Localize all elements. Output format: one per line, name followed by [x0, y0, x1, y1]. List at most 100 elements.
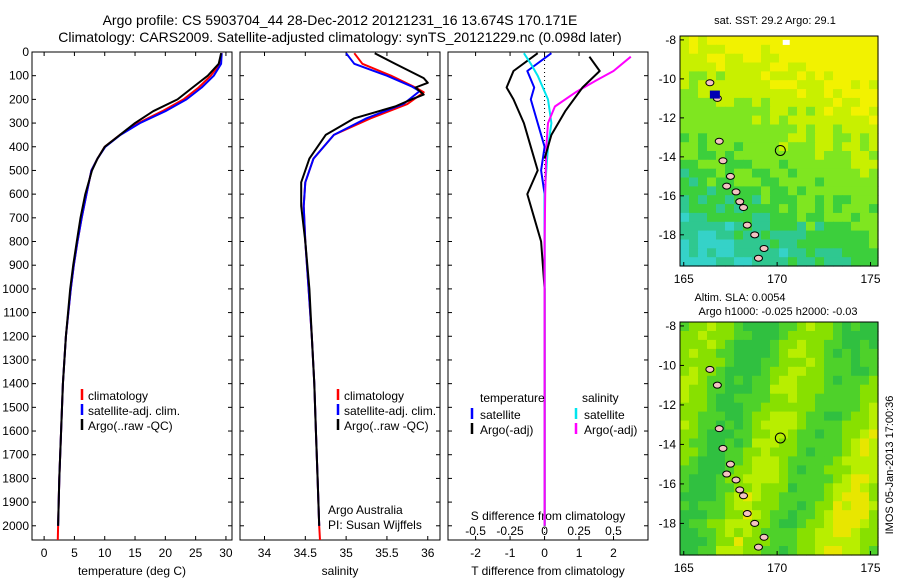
sla_map-field-cell — [851, 447, 861, 458]
sla_map-field-cell — [716, 474, 726, 484]
sst_map-island — [750, 231, 760, 239]
sla_map-field-cell — [779, 384, 789, 395]
sst_map-field-cell — [770, 53, 780, 64]
sst_map-field-cell — [707, 142, 717, 152]
sla_map-field-cell — [716, 501, 726, 511]
sst_map-field-cell — [860, 159, 870, 170]
sla_map-field-cell — [707, 528, 717, 538]
sst_map-field-cell — [680, 89, 690, 99]
sst_map-field-cell — [815, 124, 825, 134]
difference-xtick-label: 1 — [576, 546, 583, 560]
sla_map-field-cell — [752, 429, 762, 440]
sla_map-field-cell — [734, 348, 744, 359]
sst_map-field-cell — [824, 97, 834, 108]
difference-series-s-argo-secondary — [543, 56, 601, 159]
sst_map-field-cell — [869, 230, 879, 240]
sla_map-field-cell — [833, 393, 843, 404]
sla_map-field-cell — [680, 420, 690, 431]
sst_map-field-cell — [860, 257, 870, 267]
sla_map-field-cell — [806, 519, 816, 529]
sla_map-field-cell — [770, 420, 780, 431]
sla_map-field-cell — [770, 483, 780, 493]
sst_map-field-cell — [770, 186, 780, 196]
sla_map-field-cell — [707, 393, 717, 404]
sla_map-field-cell — [869, 384, 879, 395]
sst_map-field-cell — [806, 212, 816, 223]
sla_map-field-cell — [797, 322, 807, 332]
sst_map-field-cell — [842, 133, 852, 143]
sla_map-field-cell — [698, 519, 708, 529]
sla_map-field-cell — [869, 429, 879, 440]
sst_map-field-cell — [797, 168, 807, 179]
sla_map-field-cell — [743, 339, 753, 350]
sst_map-field-cell — [815, 115, 825, 125]
sst_map-field-cell — [770, 80, 780, 90]
sst_map-field-cell — [842, 71, 852, 81]
sla_map-field-cell — [779, 393, 789, 404]
sst_map-field-cell — [788, 204, 798, 214]
sla_map-island — [712, 381, 722, 389]
title-line2: Climatology: CARS2009. Satellite-adjuste… — [58, 29, 622, 45]
sst_map-field-cell — [734, 36, 744, 46]
sst_map-field-cell — [815, 133, 825, 143]
sla_map-field-cell — [797, 474, 807, 484]
sla_map-field-cell — [779, 510, 789, 520]
sla_map-field-cell — [815, 456, 825, 466]
sla_map-field-cell — [869, 402, 879, 413]
salinity-legend-label: Argo(..raw -QC) — [344, 419, 429, 433]
sst_map-field-cell — [824, 177, 834, 187]
sst_map-field-cell — [689, 257, 699, 267]
sla_map-field-cell — [806, 429, 816, 440]
sla_map-field-cell — [860, 402, 870, 413]
sst_map-field-cell — [752, 62, 762, 72]
sst_map-field-cell — [797, 53, 807, 64]
sla_map-field-cell — [734, 528, 744, 538]
sst_map-field-cell — [779, 80, 789, 90]
sst_map-field-cell — [689, 89, 699, 99]
sla_map-field-cell — [851, 348, 861, 359]
sst_map-field-cell — [725, 115, 735, 125]
sst_map-field-cell — [824, 186, 834, 196]
sst_map-field-cell — [806, 97, 816, 108]
sla_map-field-cell — [833, 546, 843, 556]
sla_map-field-cell — [860, 483, 870, 493]
sst_map-field-cell — [743, 212, 753, 223]
sla_map-field-cell — [770, 348, 780, 359]
sst_map-field-cell — [734, 177, 744, 187]
depth-tick-label: 800 — [9, 235, 29, 249]
sla_map-field-cell — [788, 474, 798, 484]
sst_map-field-cell — [752, 53, 762, 64]
sst_map-field-cell — [851, 177, 861, 187]
sst_map-field-cell — [815, 212, 825, 223]
sst_map-field-cell — [698, 248, 708, 258]
sla_map-field-cell — [752, 331, 762, 341]
sst_map-field-cell — [698, 221, 708, 232]
sla_map-field-cell — [788, 438, 798, 449]
sla_map-field-cell — [707, 322, 717, 332]
sst_map-field-cell — [743, 62, 753, 72]
sla_map-field-cell — [761, 331, 771, 341]
sst_map-field-cell — [770, 177, 780, 187]
sla_map-field-cell — [788, 384, 798, 395]
sla_map-field-cell — [725, 519, 735, 529]
sla_map-field-cell — [743, 402, 753, 413]
salinity-xlabel: salinity — [322, 564, 359, 578]
sst_map-field-cell — [770, 97, 780, 108]
sst_map-field-cell — [761, 204, 771, 214]
sla_map-field-cell — [788, 375, 798, 386]
temperature-xtick-label: 5 — [71, 546, 78, 560]
sst_map-field-cell — [770, 89, 780, 99]
sla_map-field-cell — [725, 393, 735, 404]
depth-tick-label: 100 — [9, 69, 29, 83]
sla_map-field-cell — [752, 384, 762, 395]
sla_map-field-cell — [851, 420, 861, 431]
sla_map-xtick-label: 175 — [861, 561, 881, 575]
sst_map-field-cell — [860, 212, 870, 223]
sst_map-field-cell — [869, 53, 879, 64]
sst_map-field-cell — [851, 133, 861, 143]
sst_map-field-cell — [824, 230, 834, 240]
sla_map-field-cell — [725, 474, 735, 484]
sla_map-field-cell — [680, 348, 690, 359]
sla_map-field-cell — [779, 411, 789, 422]
sla_map-field-cell — [752, 357, 762, 368]
